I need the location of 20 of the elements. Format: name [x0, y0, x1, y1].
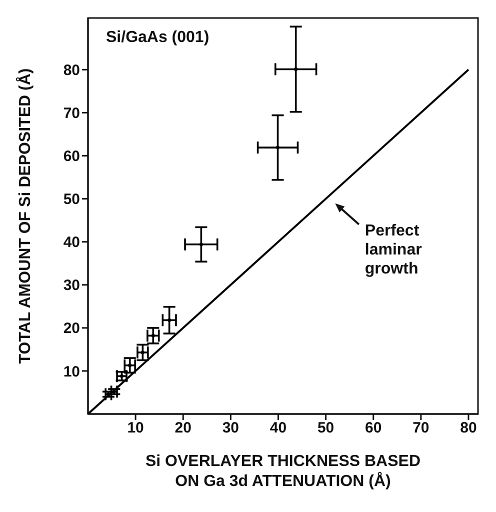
x-tick-label: 50	[317, 420, 334, 437]
x-tick-label: 80	[460, 420, 477, 437]
x-axis-title: Si OVERLAYER THICKNESS BASED ON Ga 3d ATTENUATION (Å)	[145, 453, 421, 490]
x-tick-label: 20	[174, 420, 192, 437]
y-tick-label: 40	[63, 234, 80, 252]
x-tick-label: 60	[365, 420, 382, 437]
y-tick-label: 80	[63, 62, 80, 79]
x-tick-label: 40	[270, 420, 287, 437]
y-tick-label: 70	[63, 105, 80, 122]
text: Si/GaAs (001)	[106, 29, 210, 46]
y-tick-label: 60	[63, 148, 80, 166]
x-tick-label: 10	[127, 420, 144, 437]
x-tick-label: 30	[222, 420, 240, 437]
x-tick-label: 70	[412, 420, 430, 437]
y-tick-label: 20	[63, 320, 80, 338]
annotation: Perfect laminar growth	[364, 222, 422, 278]
y-tick-label: 30	[63, 277, 80, 294]
y-tick-label: 10	[63, 363, 80, 380]
y-tick-label: 50	[63, 191, 80, 208]
y-axis-title: TOTAL AMOUNT OF Si DEPOSITED (Å)	[15, 68, 34, 364]
